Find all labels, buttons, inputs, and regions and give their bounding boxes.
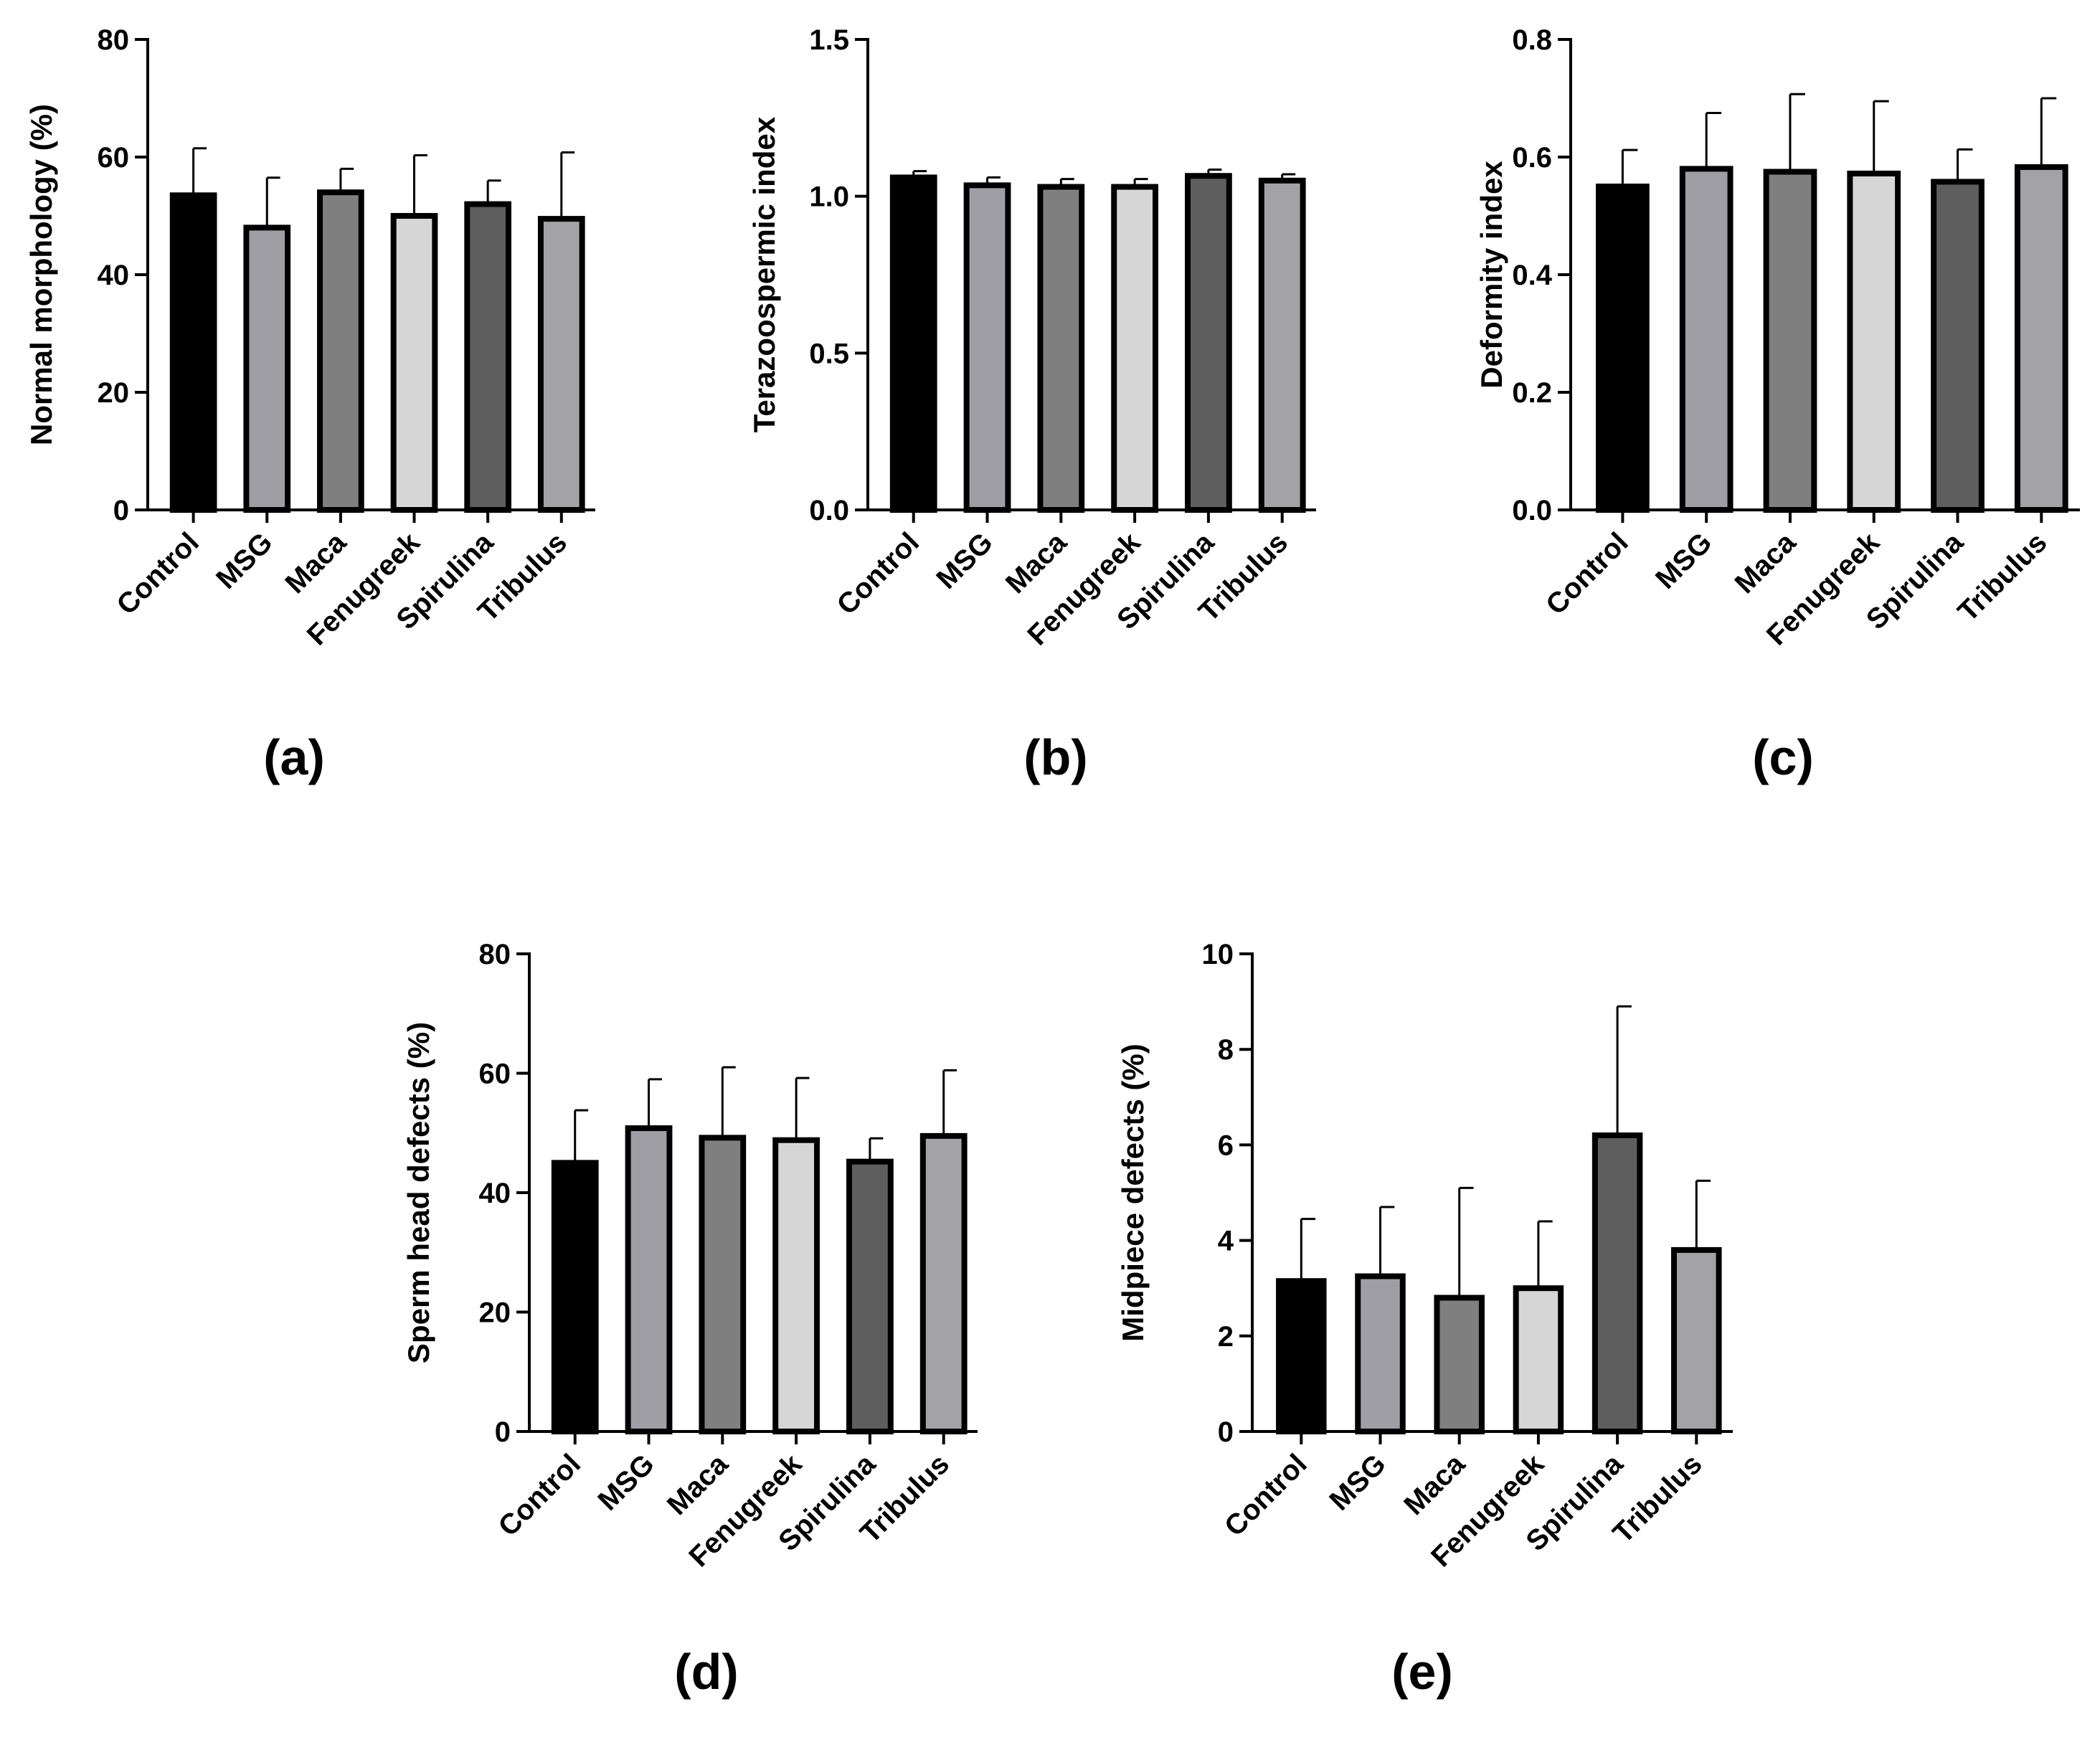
bar-control	[169, 192, 217, 513]
chart-panel-e: Control MSG MacaFenugreekSpirulinaTribulus…	[1116, 939, 1733, 1700]
y-tick-label: 80	[98, 24, 130, 56]
x-tick-label: Control	[1540, 526, 1635, 621]
y-tick-label: 1.0	[809, 181, 849, 213]
x-tick-label: MSG	[930, 526, 999, 595]
y-tick-label: 8	[1218, 1034, 1234, 1066]
y-tick-label: 20	[479, 1297, 511, 1329]
y-tick-label: 40	[98, 260, 130, 291]
bar-control	[551, 1160, 599, 1434]
x-tick-label: Tribulus	[1607, 1448, 1708, 1549]
y-tick-label: 2	[1218, 1321, 1234, 1353]
panel-label: (e)	[1391, 1644, 1453, 1700]
y-tick-label: 0.6	[1512, 142, 1552, 174]
y-tick-label: 60	[98, 142, 130, 174]
y-tick-label: 6	[1218, 1130, 1234, 1161]
panel-label: (b)	[1023, 729, 1087, 785]
y-tick-label: 4	[1218, 1226, 1234, 1257]
bar-fenugreek	[1847, 170, 1901, 513]
chart-panel-b: Control MSG MacaFenugreekSpirulinaTribulus…	[747, 24, 1316, 785]
x-tick-label: Control	[492, 1448, 587, 1543]
bar-maca	[317, 189, 364, 513]
bar-maca	[1763, 169, 1817, 513]
bar-maca	[1037, 184, 1085, 513]
x-tick-label: Control	[831, 526, 925, 621]
bar-tribulus	[537, 216, 585, 513]
bar-msg	[963, 182, 1011, 513]
bar-control	[1596, 184, 1650, 513]
bar-spirulina	[464, 201, 512, 513]
bar-tribulus	[1258, 177, 1306, 513]
x-tick-label: MSG	[210, 526, 279, 595]
y-axis-label: Deformity index	[1475, 161, 1508, 389]
y-tick-label: 0	[113, 495, 129, 526]
x-tick-label: MSG	[1650, 526, 1718, 595]
y-tick-label: 0.5	[809, 338, 849, 369]
x-tick-label: Control	[110, 526, 205, 621]
y-tick-label: 0	[1218, 1416, 1234, 1448]
bar-tribulus	[2014, 164, 2068, 513]
y-axis-label: Midpiece defects (%)	[1116, 1043, 1150, 1341]
y-axis-label: Sperm head defects (%)	[402, 1022, 435, 1363]
bar-msg	[1679, 166, 1734, 513]
y-tick-label: 1.5	[809, 24, 849, 56]
x-tick-label: Tribulus	[1952, 526, 2053, 628]
panel-label: (d)	[674, 1644, 738, 1700]
x-tick-label: MSG	[1323, 1448, 1392, 1517]
y-tick-label: 10	[1202, 939, 1234, 970]
bar-tribulus	[1671, 1246, 1722, 1435]
y-tick-label: 40	[479, 1178, 511, 1209]
y-tick-label: 0	[495, 1416, 511, 1448]
y-tick-label: 60	[479, 1059, 511, 1090]
chart-panel-c: Control MSG MacaFenugreekSpirulinaTribulus…	[1475, 24, 2080, 785]
y-tick-label: 0.4	[1512, 260, 1552, 291]
bar-spirulina	[1591, 1132, 1643, 1434]
bar-msg	[243, 224, 291, 513]
bar-fenugreek	[1111, 184, 1159, 513]
bar-spirulina	[1185, 173, 1232, 513]
y-tick-label: 0.8	[1512, 24, 1552, 56]
bar-spirulina	[846, 1158, 894, 1434]
x-tick-label: Maca	[1728, 526, 1802, 600]
y-tick-label: 80	[479, 939, 511, 970]
x-tick-label: Maca	[1398, 1448, 1471, 1521]
bar-maca	[699, 1135, 747, 1435]
bar-control	[1276, 1278, 1327, 1434]
bar-fenugreek	[772, 1137, 820, 1434]
chart-panel-a: Control MSG MacaFenugreekSpirulinaTribulus…	[24, 24, 595, 785]
bar-control	[889, 174, 937, 513]
panel-label: (c)	[1752, 729, 1814, 785]
y-tick-label: 0.2	[1512, 377, 1552, 409]
y-tick-label: 0.0	[1512, 495, 1552, 526]
bar-msg	[1355, 1273, 1406, 1435]
bar-fenugreek	[390, 213, 438, 513]
bar-msg	[625, 1125, 673, 1434]
bar-tribulus	[919, 1132, 968, 1434]
y-axis-label: Terazoospermic index	[747, 116, 781, 432]
y-tick-label: 0.0	[809, 495, 849, 526]
bar-fenugreek	[1513, 1285, 1564, 1434]
y-tick-label: 20	[98, 377, 130, 409]
bar-spirulina	[1931, 179, 1985, 513]
chart-panel-d: Control MSG MacaFenugreekSpirulinaTribulus…	[402, 939, 978, 1700]
panel-label: (a)	[263, 729, 325, 785]
bar-maca	[1434, 1295, 1485, 1435]
x-tick-label: Control	[1219, 1448, 1313, 1543]
y-axis-label: Normal morphology (%)	[24, 104, 58, 445]
x-tick-label: MSG	[592, 1448, 661, 1517]
